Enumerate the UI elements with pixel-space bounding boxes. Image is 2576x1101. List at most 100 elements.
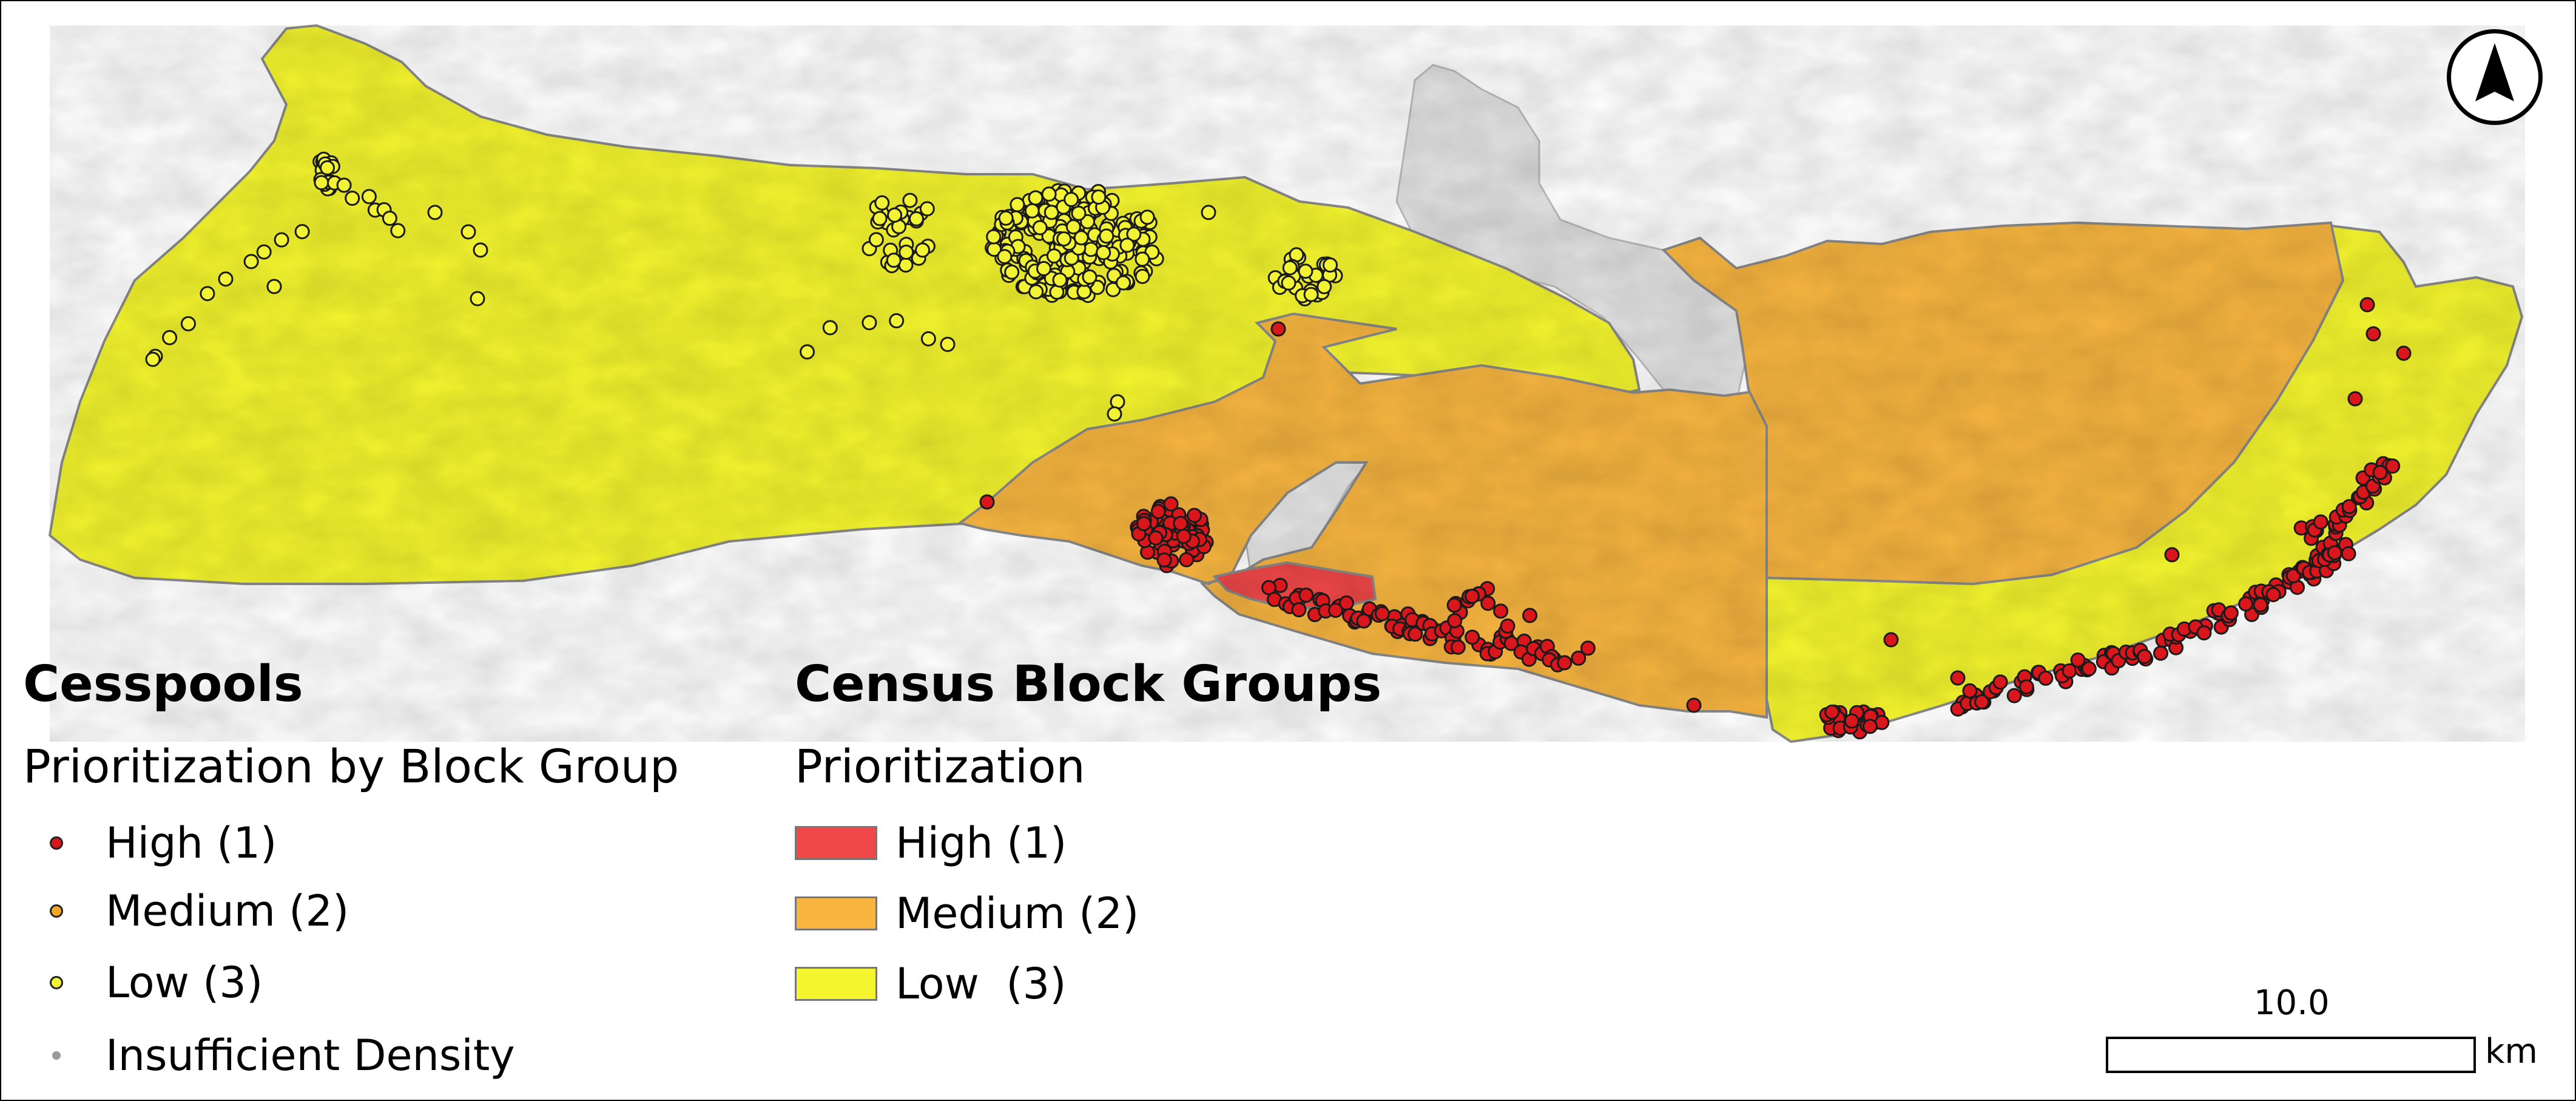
high-point <box>2372 465 2388 480</box>
high-point <box>1522 608 1538 623</box>
legend-label: High (1) <box>106 818 277 868</box>
high-point <box>1862 719 1878 734</box>
low-point <box>889 313 905 328</box>
low-swatch-icon <box>795 967 877 1001</box>
low-point <box>460 224 476 240</box>
low-point <box>1065 219 1081 235</box>
low-point <box>390 223 406 239</box>
low-point <box>874 195 890 211</box>
high-point <box>1480 595 1496 611</box>
high-dot-icon <box>50 836 63 850</box>
low-point <box>861 315 877 331</box>
census-legend-item-high: High (1) <box>795 818 1067 868</box>
high-point <box>1974 694 1990 710</box>
insufficient-dot-icon <box>52 1051 61 1060</box>
census-legend-title: Census Block Groups <box>795 656 1382 713</box>
high-point <box>1493 603 1509 619</box>
low-point <box>998 210 1014 226</box>
low-point <box>1028 190 1044 206</box>
high-point <box>1447 613 1463 629</box>
cesspools-legend-title: Cesspools <box>23 656 303 713</box>
north-arrow <box>2447 29 2543 125</box>
high-point <box>979 494 995 510</box>
cesspools-legend-item-low: Low (3) <box>50 958 263 1008</box>
low-point <box>800 344 815 360</box>
low-point <box>294 224 310 240</box>
medium-swatch-icon <box>795 896 877 930</box>
high-point <box>1557 655 1573 671</box>
low-point <box>1076 284 1092 300</box>
low-point <box>361 189 377 205</box>
low-point <box>1024 203 1040 219</box>
low-point <box>1046 248 1062 264</box>
low-point <box>256 244 272 260</box>
low-point <box>822 320 838 336</box>
low-point <box>1110 394 1125 410</box>
high-point <box>2327 545 2342 561</box>
cesspools-legend-item-insufficient: Insufficient Density <box>50 1031 515 1080</box>
high-point <box>1187 507 1202 523</box>
legend-label: High (1) <box>895 818 1067 868</box>
legend-label: Low (3) <box>895 959 1067 1009</box>
high-point <box>1950 670 1966 686</box>
high-point <box>1328 603 1343 618</box>
high-point <box>1136 516 1151 532</box>
low-point <box>868 232 884 248</box>
low-point <box>1282 260 1298 276</box>
north-arrow-icon <box>2475 43 2514 101</box>
low-point <box>1036 261 1051 276</box>
low-point <box>1028 284 1044 300</box>
high-point <box>1179 552 1195 567</box>
high-point <box>1148 530 1164 546</box>
high-point <box>1686 697 1702 713</box>
high-point <box>2341 546 2356 561</box>
cesspools-legend-subtitle: Prioritization by Block Group <box>23 739 679 793</box>
low-point <box>887 207 903 223</box>
cesspools-legend-item-medium: Medium (2) <box>50 886 349 936</box>
high-point <box>2313 514 2328 530</box>
low-point <box>919 201 935 217</box>
low-point <box>200 286 215 302</box>
high-point <box>2018 679 2034 695</box>
high-point <box>1338 595 1354 611</box>
low-point <box>997 249 1013 265</box>
low-point <box>180 316 196 331</box>
low-point <box>1317 279 1332 294</box>
low-point <box>1004 264 1020 280</box>
high-point <box>1374 606 1390 622</box>
low-point <box>1281 275 1296 291</box>
high-swatch-icon <box>795 826 877 860</box>
high-point <box>2253 597 2268 612</box>
high-point <box>1163 496 1179 512</box>
high-point <box>2385 458 2401 474</box>
low-point <box>1073 230 1089 246</box>
legend-label: Medium (2) <box>106 886 349 936</box>
low-point <box>1091 189 1107 205</box>
low-dot-icon <box>50 976 63 989</box>
high-point <box>1298 588 1314 603</box>
low-point <box>1116 275 1131 291</box>
low-point <box>1135 251 1150 267</box>
low-point <box>1032 220 1048 235</box>
high-point <box>1824 704 1840 720</box>
low-point <box>1119 237 1135 253</box>
low-point <box>1064 250 1079 266</box>
high-point <box>1580 640 1596 656</box>
high-point <box>2223 605 2239 621</box>
scale-bar-value: 10.0 <box>2254 983 2330 1023</box>
low-point <box>915 242 931 258</box>
high-point <box>2265 587 2281 603</box>
low-point <box>1139 209 1155 225</box>
low-point <box>243 254 259 269</box>
low-point <box>1303 286 1319 302</box>
high-point <box>2341 499 2357 515</box>
low-point <box>902 192 918 208</box>
high-point <box>1173 516 1189 531</box>
high-point <box>1883 632 1899 648</box>
high-point <box>2137 649 2153 665</box>
low-point <box>886 252 902 268</box>
low-point <box>940 336 956 352</box>
high-point <box>1270 321 1286 337</box>
